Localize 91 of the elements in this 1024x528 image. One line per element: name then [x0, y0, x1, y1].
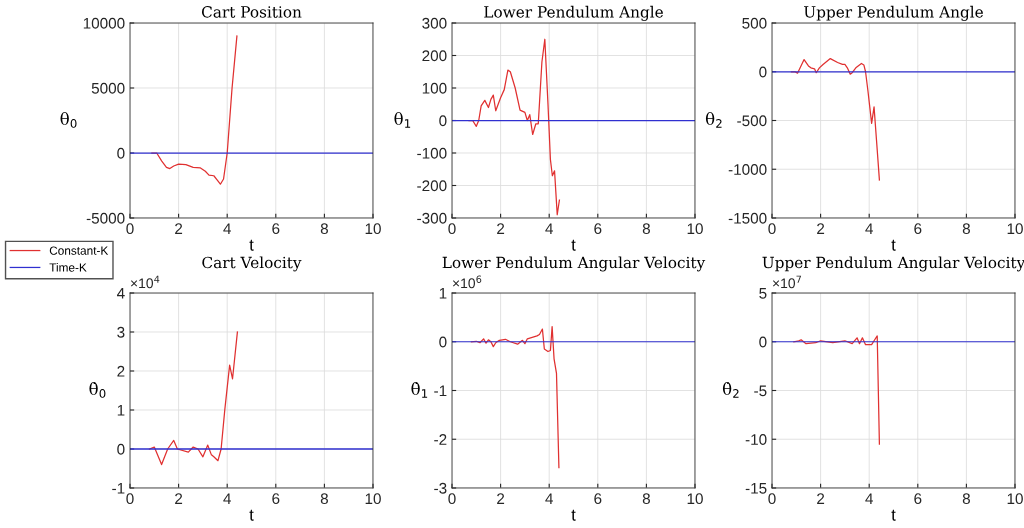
y-tick-label: -200 [417, 180, 447, 192]
y-axis-title: θ$_{0}$ [60, 112, 77, 128]
chart-title: Upper Pendulum Angle [804, 5, 983, 21]
x-tick-label: 2 [497, 493, 505, 504]
x-tick-label: 0 [448, 223, 456, 235]
x-tick-label: 2 [175, 223, 183, 234]
x-tick-label: 10 [687, 493, 703, 505]
x-tick-label: 8 [642, 223, 650, 235]
x-axis-title: t [249, 509, 254, 521]
text: ×10$^{4}$ [130, 275, 160, 289]
y-tick-label: -5 [754, 385, 767, 397]
x-tick-label: 4 [865, 493, 873, 504]
y-tick-label: -10 [745, 434, 767, 445]
legend-label: Time-K [49, 263, 87, 272]
y-tick-label: 0 [439, 336, 447, 348]
y-tick-label: -15 [745, 483, 767, 494]
y-tick-label: 0 [759, 336, 767, 348]
x-tick-label: 8 [642, 493, 650, 505]
x-axis-title: t [249, 239, 254, 251]
chart-title: Lower Pendulum Angle [484, 5, 663, 21]
y-tick-label: -1500 [728, 212, 767, 224]
x-tick-label: 6 [914, 223, 922, 235]
y-tick-label: 2 [117, 365, 125, 377]
x-tick-label: 4 [545, 223, 553, 234]
x-tick-label: 8 [962, 493, 970, 505]
x-tick-label: 10 [1007, 223, 1023, 235]
y-axis-title: θ$_{2}$ [705, 112, 722, 128]
y-axis-title: θ̇$_{0}$ [89, 382, 106, 398]
x-tick-label: 2 [175, 493, 183, 504]
x-tick-label: 10 [1007, 493, 1023, 505]
x-tick-label: 2 [497, 223, 505, 234]
x-tick-label: 4 [545, 493, 553, 504]
y-tick-label: 0 [117, 147, 125, 159]
x-tick-label: 2 [817, 223, 825, 234]
x-tick-label: 10 [365, 223, 381, 235]
y-tick-label: 3 [117, 326, 125, 338]
legend-label: Constant-K [49, 246, 109, 255]
y-tick-label: -100 [417, 147, 447, 159]
y-tick-label: 5 [759, 288, 767, 299]
x-tick-label: 2 [817, 493, 825, 504]
x-tick-label: 6 [914, 493, 922, 505]
y-tick-label: -1000 [728, 164, 767, 175]
y-tick-label: -3 [434, 482, 447, 494]
y-tick-label: -300 [417, 212, 447, 224]
y-tick-label: 500 [742, 17, 767, 29]
y-axis-title: θ̇$_{1}$ [411, 382, 428, 398]
x-tick-label: 8 [962, 223, 970, 235]
x-tick-label: 8 [320, 493, 328, 505]
x-tick-label: 4 [223, 493, 231, 504]
x-tick-label: 0 [768, 493, 776, 505]
y-tick-label: 100 [422, 82, 447, 94]
chart-title: Cart Position [201, 6, 302, 18]
x-tick-label: 6 [272, 493, 280, 505]
y-tick-label: 0 [439, 115, 447, 127]
y-tick-label: 1 [439, 288, 447, 299]
y-tick-label: -500 [737, 115, 767, 127]
y-tick-label: 0 [759, 66, 767, 78]
y-tick-label: -1 [434, 385, 447, 397]
x-tick-label: 0 [126, 493, 134, 505]
x-tick-label: 6 [594, 223, 602, 235]
y-tick-label: 300 [422, 17, 447, 29]
chart-title: Cart Velocity [202, 256, 302, 272]
x-tick-label: 0 [448, 493, 456, 505]
y-tick-label: -5000 [86, 212, 125, 224]
y-tick-label: 1 [117, 405, 125, 416]
x-tick-label: 6 [272, 223, 280, 235]
x-axis-title: t [571, 239, 576, 251]
y-tick-label: 10000 [83, 17, 125, 29]
y-axis-title: θ$_{1}$ [394, 112, 411, 128]
x-tick-label: 6 [594, 493, 602, 505]
y-tick-label: -2 [434, 434, 447, 445]
x-tick-label: 4 [865, 223, 873, 234]
x-tick-label: 4 [223, 223, 231, 234]
chart-title: Lower Pendulum Angular Velocity [442, 256, 706, 272]
y-tick-label: 4 [116, 288, 125, 299]
text: ×10$^{6}$ [452, 275, 482, 289]
x-axis-title: t [891, 239, 896, 251]
x-tick-label: 8 [320, 223, 328, 235]
x-axis-title: t [571, 509, 576, 521]
y-tick-label: 5000 [91, 82, 125, 94]
x-tick-label: 10 [365, 493, 381, 505]
line-series [148, 331, 239, 466]
x-axis-title: t [891, 509, 896, 521]
x-tick-label: 0 [768, 223, 776, 235]
x-tick-label: 0 [126, 223, 134, 235]
y-tick-label: -1 [112, 483, 125, 494]
y-tick-label: 0 [117, 443, 125, 455]
text: ×10$^{7}$ [772, 275, 802, 289]
y-axis-title: θ̇$_{2}$ [722, 382, 739, 398]
x-tick-label: 10 [687, 223, 703, 235]
y-tick-label: 200 [422, 50, 447, 62]
